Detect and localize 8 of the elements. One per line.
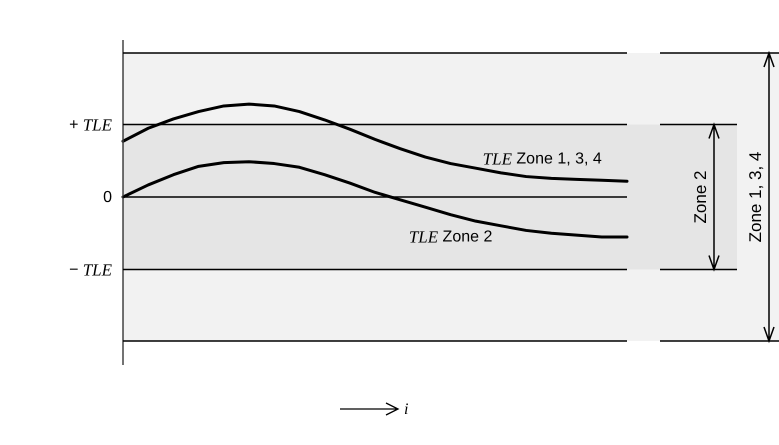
band-label: Zone 1, 3, 4 [746, 152, 765, 242]
ref-line-label: + TLE [69, 115, 113, 134]
ref-line-label: 0 [103, 188, 112, 206]
series-label: TLE Zone 2 [408, 227, 492, 246]
series-label: TLE Zone 1, 3, 4 [482, 148, 602, 168]
band-label: Zone 2 [691, 170, 710, 224]
ref-line-label: − TLE [69, 260, 113, 279]
text: i [404, 401, 408, 418]
